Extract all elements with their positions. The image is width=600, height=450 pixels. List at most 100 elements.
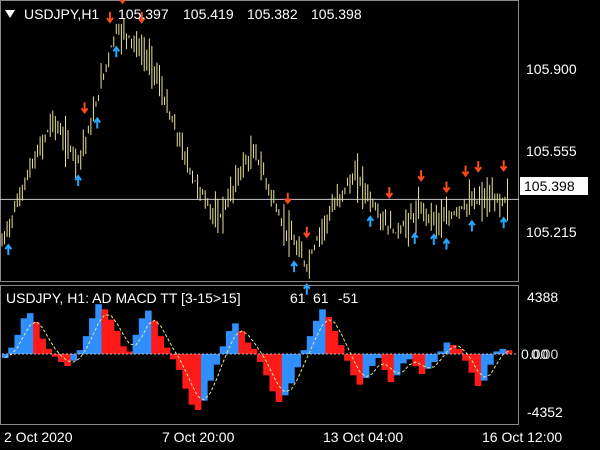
buy-arrow-icon <box>430 233 438 245</box>
histogram-bar <box>219 346 227 354</box>
histogram-bar <box>368 354 376 366</box>
sell-arrow-icon <box>417 170 425 182</box>
sell-arrow-icon <box>385 187 394 199</box>
sell-arrow-icon <box>474 161 483 173</box>
histogram-bar <box>362 354 370 378</box>
histogram-bar <box>393 354 401 376</box>
sell-arrow-icon <box>442 181 451 194</box>
histogram-bar <box>89 318 96 354</box>
histogram-bar <box>151 320 158 354</box>
buy-arrow-icon <box>112 45 121 58</box>
histogram-bar <box>163 347 171 354</box>
histogram-bar <box>82 336 90 354</box>
histogram-bar <box>337 345 345 354</box>
histogram-bar <box>120 346 127 354</box>
histogram-bar <box>406 354 413 360</box>
histogram-bar <box>2 354 9 358</box>
main-pane[interactable] <box>0 0 519 282</box>
histogram-bar <box>269 354 277 392</box>
histogram-bar <box>412 354 420 366</box>
indicator-value: -51 <box>338 290 359 306</box>
histogram-bar <box>113 331 121 354</box>
histogram-bar <box>344 354 351 361</box>
histogram-bar <box>437 351 444 354</box>
ohlc-high: 105.419 <box>183 6 234 22</box>
histogram-bar <box>176 354 183 370</box>
histogram-bar <box>8 347 15 354</box>
histogram-bar <box>201 354 208 401</box>
histogram-bar <box>288 354 295 384</box>
histogram-bar <box>101 309 109 354</box>
histogram-bar <box>57 354 65 362</box>
histogram-bar <box>263 354 270 376</box>
histogram-bar <box>225 331 233 354</box>
histogram-bar <box>45 348 53 354</box>
histogram-bar <box>232 323 239 354</box>
histogram-bar <box>238 331 245 354</box>
buy-arrow-icon <box>303 283 311 295</box>
current-price-box: 105.398 <box>520 177 588 195</box>
buy-arrow-icon <box>442 237 451 250</box>
histogram-bar <box>462 354 469 361</box>
time-label: 13 Oct 04:00 <box>323 429 404 445</box>
histogram-bar <box>474 354 482 386</box>
histogram-bar <box>505 350 513 354</box>
buy-arrow-icon <box>4 243 13 256</box>
histogram-bar <box>107 319 115 354</box>
histogram-bar <box>319 309 326 354</box>
indicator-tick-zero: 0.00 <box>521 346 549 362</box>
histogram-bar <box>356 354 364 385</box>
histogram-bar <box>51 354 59 357</box>
sell-arrow-icon <box>119 0 126 5</box>
histogram-bar <box>95 304 102 354</box>
histogram-bar <box>281 354 289 396</box>
sell-arrow-icon <box>283 192 292 205</box>
histogram-bar <box>145 310 152 354</box>
histogram-bar <box>20 318 28 354</box>
ohlc-low: 105.382 <box>247 6 298 22</box>
histogram-bar <box>64 354 71 366</box>
histogram-bar <box>126 351 134 354</box>
sell-arrow-icon <box>106 11 114 24</box>
sell-arrow-icon <box>303 226 311 239</box>
buy-arrow-icon <box>74 174 82 187</box>
histogram-bar <box>350 354 357 376</box>
histogram-bar <box>418 354 426 374</box>
histogram-bar <box>250 348 258 354</box>
histogram-bar <box>169 354 177 360</box>
histogram-bar <box>487 354 494 365</box>
histogram-bar <box>76 350 84 354</box>
histogram-bar <box>306 336 314 354</box>
histogram-bar <box>26 313 34 354</box>
histogram-bar <box>39 338 46 354</box>
histogram-bar <box>449 345 457 354</box>
histogram-bar <box>480 354 488 381</box>
histogram-bar <box>424 354 432 369</box>
ohlc-open: 105.397 <box>118 6 169 22</box>
histogram-bar <box>431 354 438 362</box>
histogram-bar <box>400 354 407 364</box>
histogram-bar <box>325 316 333 354</box>
time-label: 2 Oct 2020 <box>4 429 73 445</box>
buy-arrow-icon <box>468 219 476 232</box>
histogram-bar <box>375 354 382 358</box>
indicator-value: 61 <box>313 290 329 306</box>
signal-line <box>4 314 510 401</box>
symbol-dropdown-icon[interactable] <box>5 10 15 18</box>
ohlc-close: 105.398 <box>311 6 362 22</box>
histogram-bar <box>499 348 507 354</box>
indicator-title: USDJPY, H1: AD MACD TT [3-15>15] <box>6 290 241 306</box>
histogram-bar <box>33 322 40 354</box>
histogram-bar <box>207 354 214 381</box>
sell-arrow-icon <box>461 165 470 178</box>
indicator-pane[interactable] <box>0 285 519 425</box>
histogram-bar <box>443 342 451 354</box>
price-tick: 105.555 <box>526 143 577 159</box>
buy-arrow-icon <box>410 232 419 244</box>
histogram-bar <box>381 354 389 370</box>
price-tick: 105.215 <box>526 224 577 240</box>
histogram-bar <box>14 334 22 354</box>
buy-arrow-icon <box>499 216 508 229</box>
